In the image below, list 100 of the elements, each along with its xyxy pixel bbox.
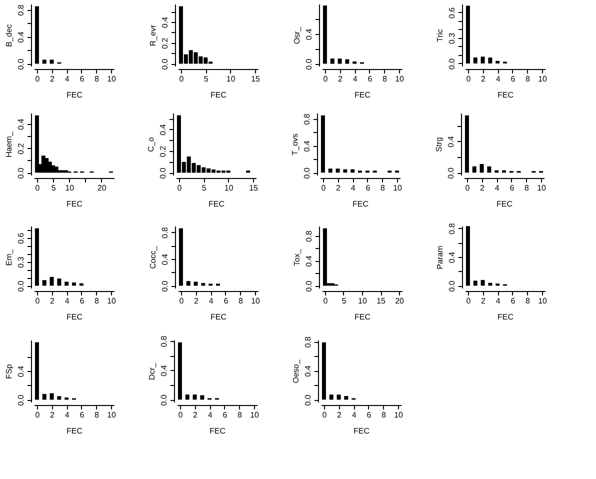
- bar: [328, 168, 332, 173]
- y-tick-label: 0.0: [160, 394, 168, 406]
- x-tick-label: 2: [194, 296, 200, 306]
- bar: [466, 226, 470, 286]
- x-tick-label: 8: [380, 184, 386, 192]
- x-tick-label: 4: [350, 184, 356, 192]
- x-tick-label: 0: [466, 296, 472, 306]
- x-tick-label: 8: [525, 296, 530, 306]
- bar: [185, 394, 190, 400]
- x-tick-label: 4: [496, 296, 501, 306]
- y-tick-label: 0.0: [16, 167, 26, 179]
- x-tick-label: 6: [222, 410, 228, 420]
- x-tick-label: 4: [352, 410, 357, 420]
- x-tick-label: 6: [366, 410, 372, 420]
- y-tick-label: 0.4: [448, 251, 456, 264]
- y-tick-label: 0.0: [16, 280, 26, 292]
- x-tick-label: 10: [226, 74, 236, 84]
- x-tick-label: 6: [510, 296, 516, 306]
- y-tick-label: 0.3: [448, 32, 456, 44]
- bar: [488, 58, 492, 64]
- y-tick-label: 0.4: [302, 140, 312, 152]
- y-tick-label: 0.2: [16, 142, 26, 154]
- x-tick-label: 10: [107, 296, 117, 306]
- bar: [322, 5, 327, 64]
- x-tick-label: 10: [107, 74, 117, 84]
- bar: [34, 6, 39, 64]
- bar: [42, 280, 46, 286]
- bar: [200, 395, 204, 400]
- bar: [50, 393, 54, 400]
- x-tick-label: 15: [376, 296, 386, 306]
- y-tick-label: 0.4: [160, 364, 168, 376]
- bar: [322, 228, 327, 286]
- y-axis-title: R_evr: [148, 24, 158, 46]
- x-tick-label: 2: [337, 410, 342, 420]
- bar: [473, 58, 478, 64]
- x-axis-title: FEC: [352, 200, 369, 208]
- x-tick-label: 5: [342, 296, 347, 306]
- y-tick-label: 0.4: [158, 124, 168, 136]
- y-tick-label: 0.0: [16, 58, 26, 70]
- x-tick-label: 15: [249, 184, 259, 192]
- y-tick-label: 0.4: [16, 118, 26, 130]
- x-tick-label: 0: [179, 296, 184, 306]
- y-tick-label: 0.0: [158, 167, 168, 179]
- x-tick-label: 0: [35, 184, 40, 192]
- y-tick-label: 0.4: [304, 255, 314, 267]
- x-tick-label: 20: [97, 184, 107, 192]
- y-tick-label: 0.6: [448, 6, 456, 19]
- bar: [345, 59, 350, 64]
- bar: [60, 170, 65, 173]
- x-tick-label: 10: [537, 184, 547, 192]
- y-axis-title: Cocc_: [148, 246, 158, 269]
- x-tick-label: 15: [251, 74, 261, 84]
- x-axis-title: FEC: [354, 90, 371, 100]
- x-tick-label: 4: [208, 296, 214, 306]
- x-tick-label: 6: [368, 74, 373, 84]
- x-tick-label: 5: [204, 74, 209, 84]
- y-tick-label: 0.8: [448, 222, 456, 234]
- x-tick-label: 10: [107, 410, 117, 420]
- bar: [480, 280, 485, 286]
- x-tick-label: 10: [65, 184, 75, 192]
- x-tick-label: 10: [395, 74, 405, 84]
- bar: [338, 58, 342, 64]
- x-tick-label: 0: [179, 74, 184, 84]
- x-tick-label: 10: [394, 410, 404, 420]
- bar: [64, 170, 68, 173]
- x-axis-title: FEC: [66, 426, 83, 436]
- x-axis-title: FEC: [354, 426, 370, 436]
- y-tick-label: 0.0: [304, 394, 312, 406]
- y-tick-label: 0.8: [160, 335, 168, 347]
- x-tick-label: 8: [94, 74, 100, 84]
- bar: [487, 166, 492, 173]
- y-axis-title: Em_: [4, 248, 14, 266]
- y-tick-label: 0.4: [16, 365, 26, 378]
- y-tick-label: 0.0: [16, 394, 26, 406]
- y-axis-title: B_dec: [4, 24, 14, 47]
- bar: [480, 56, 485, 64]
- x-tick-label: 8: [524, 184, 530, 192]
- x-tick-label: 10: [250, 410, 260, 420]
- x-tick-label: 6: [80, 296, 85, 306]
- y-tick-label: 0.4: [304, 365, 312, 377]
- x-tick-label: 6: [510, 74, 516, 84]
- y-tick-label: 0.0: [448, 280, 456, 292]
- x-axis-title: FEC: [208, 200, 225, 208]
- x-tick-label: 0: [178, 410, 184, 420]
- y-axis-title: Haem_: [4, 131, 14, 158]
- bar: [192, 394, 197, 400]
- x-tick-label: 10: [251, 296, 261, 306]
- x-tick-label: 4: [208, 410, 213, 420]
- bar: [186, 281, 190, 286]
- y-axis-title: Dcr_: [148, 362, 156, 380]
- bar: [322, 342, 326, 400]
- y-axis-title: Tox_: [292, 248, 302, 266]
- x-tick-label: 8: [94, 296, 100, 306]
- x-tick-label: 8: [525, 74, 530, 84]
- bar: [473, 280, 478, 286]
- x-tick-label: 0: [35, 410, 40, 420]
- x-tick-label: 0: [323, 296, 328, 306]
- x-axis-title: FEC: [498, 312, 514, 322]
- bar: [57, 396, 62, 400]
- x-tick-label: 2: [338, 74, 344, 84]
